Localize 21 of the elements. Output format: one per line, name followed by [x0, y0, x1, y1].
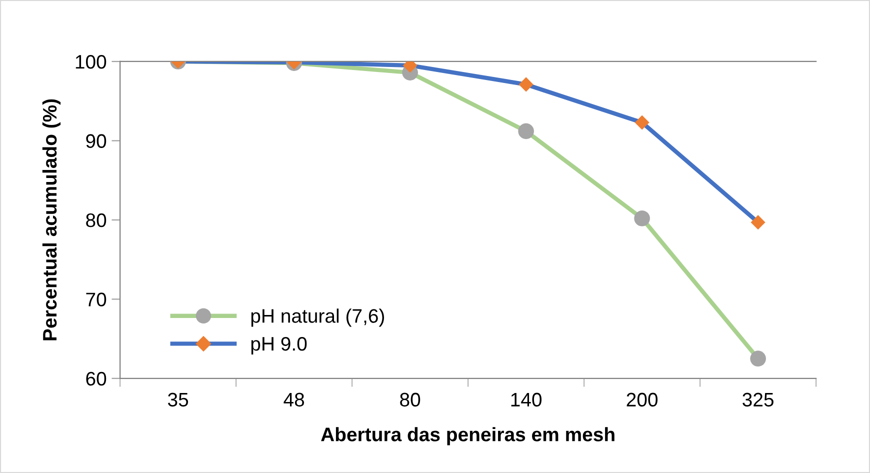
point: [634, 210, 650, 226]
x-tick-label: 325: [742, 392, 774, 407]
x-tick-label: 35: [168, 392, 188, 407]
x-axis-title: Abertura das peneiras em mesh: [321, 427, 614, 446]
legend-label: pH 9.0: [251, 336, 307, 355]
x-tick-label: 80: [400, 392, 420, 407]
point: [750, 215, 766, 230]
x-tick-label: 200: [626, 392, 658, 407]
y-tick-label: 70: [86, 292, 106, 306]
x-tick-label: 48: [284, 392, 304, 407]
legend-label: pH natural (7,6): [251, 308, 384, 327]
point: [518, 77, 534, 92]
point: [750, 350, 766, 367]
point: [518, 123, 534, 140]
y-tick-label: 60: [86, 372, 106, 386]
y-tick-label: 80: [86, 213, 106, 228]
x-tick-label: 140: [511, 392, 542, 407]
y-axis-title: Percentual acumulado (%): [42, 99, 61, 340]
point: [634, 115, 650, 130]
y-tick-label: 100: [76, 54, 106, 69]
y-tick-label: 90: [86, 134, 106, 148]
